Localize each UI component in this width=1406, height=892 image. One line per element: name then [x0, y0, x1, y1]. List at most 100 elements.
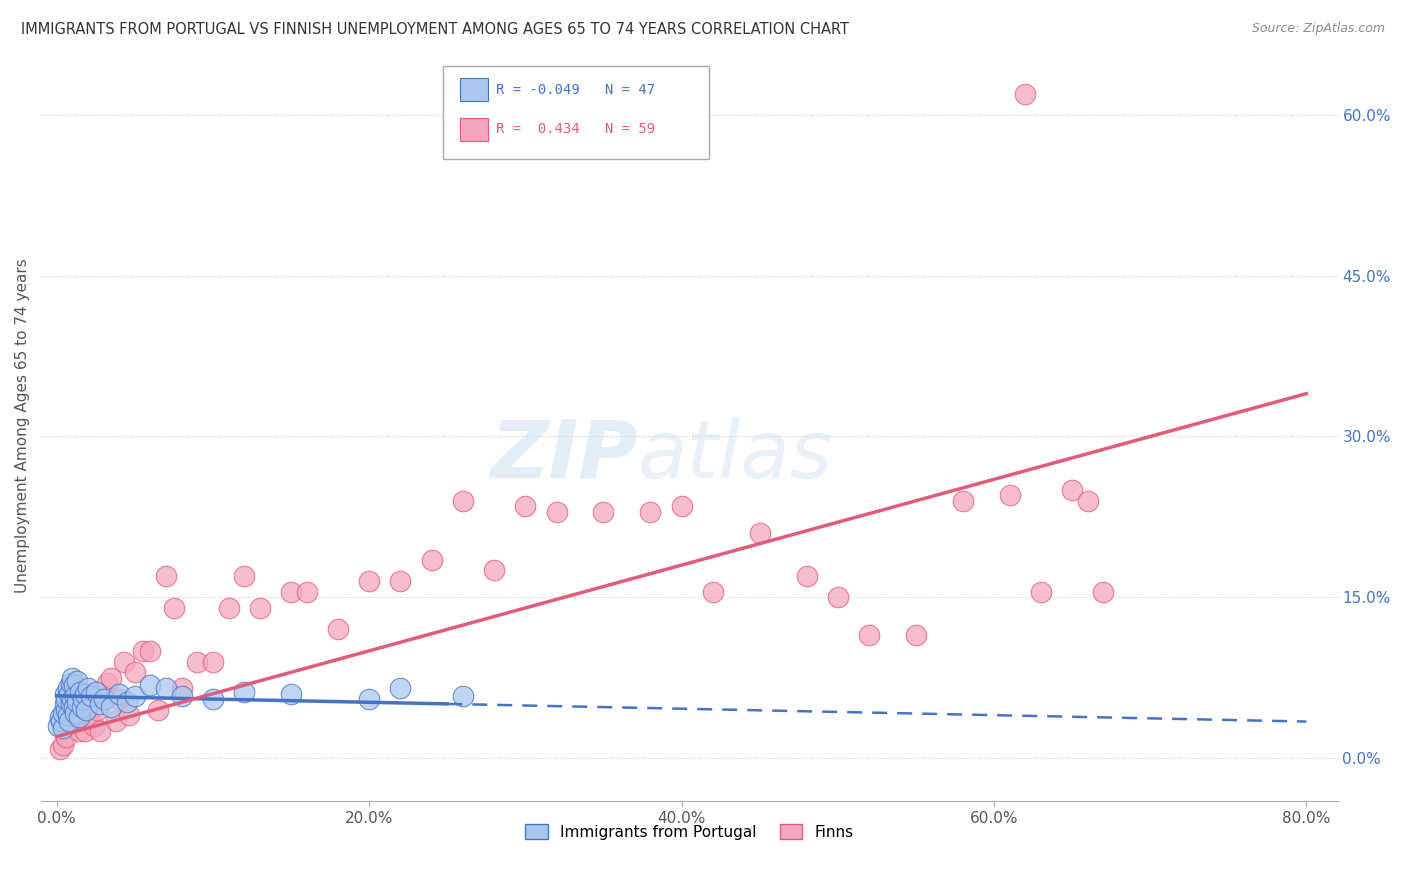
Point — [201, 655, 224, 669]
Text: atlas: atlas — [637, 417, 832, 495]
Point — [58, 687, 80, 701]
Point — [58, 708, 80, 723]
Point — [201, 692, 224, 706]
Point — [827, 591, 849, 605]
Point — [115, 695, 138, 709]
Point — [295, 585, 318, 599]
Point — [112, 655, 135, 669]
Point — [52, 738, 75, 752]
Point — [249, 601, 271, 615]
Point — [53, 687, 76, 701]
Point — [89, 698, 111, 712]
Point — [70, 703, 93, 717]
Point — [49, 710, 72, 724]
Point — [100, 699, 122, 714]
Point — [515, 499, 537, 513]
Text: Source: ZipAtlas.com: Source: ZipAtlas.com — [1251, 22, 1385, 36]
Point — [155, 681, 177, 696]
Point — [389, 681, 412, 696]
Point — [280, 585, 302, 599]
Point — [73, 724, 96, 739]
Point — [77, 681, 100, 696]
Point — [592, 504, 614, 518]
Point — [46, 719, 69, 733]
Point — [60, 698, 83, 712]
Point — [67, 710, 90, 724]
Point — [640, 504, 662, 518]
Text: R = -0.049   N = 47: R = -0.049 N = 47 — [496, 83, 655, 97]
Point — [139, 644, 162, 658]
Point — [389, 574, 412, 589]
Text: IMMIGRANTS FROM PORTUGAL VS FINNISH UNEMPLOYMENT AMONG AGES 65 TO 74 YEARS CORRE: IMMIGRANTS FROM PORTUGAL VS FINNISH UNEM… — [21, 22, 849, 37]
Text: R =  0.434   N = 59: R = 0.434 N = 59 — [496, 122, 655, 136]
Point — [546, 504, 568, 518]
Point — [86, 703, 108, 717]
Point — [170, 689, 193, 703]
Point — [420, 553, 443, 567]
Point — [58, 714, 80, 728]
Point — [56, 681, 79, 696]
Point — [186, 655, 208, 669]
Point — [359, 574, 381, 589]
Point — [66, 695, 89, 709]
Y-axis label: Unemployment Among Ages 65 to 74 years: Unemployment Among Ages 65 to 74 years — [15, 259, 30, 593]
Point — [451, 493, 474, 508]
Point — [1077, 493, 1099, 508]
Point — [93, 687, 115, 701]
Point — [51, 714, 73, 728]
Point — [1014, 87, 1036, 101]
Point — [65, 706, 87, 720]
Point — [1029, 585, 1052, 599]
Point — [451, 689, 474, 703]
Point — [326, 623, 349, 637]
Point — [998, 488, 1021, 502]
FancyBboxPatch shape — [460, 78, 488, 101]
Legend: Immigrants from Portugal, Finns: Immigrants from Portugal, Finns — [519, 818, 860, 846]
Point — [96, 676, 118, 690]
Point — [89, 724, 111, 739]
Point — [52, 706, 75, 720]
Point — [59, 676, 82, 690]
Point — [53, 698, 76, 712]
Point — [67, 724, 90, 739]
Point — [80, 689, 103, 703]
Point — [671, 499, 693, 513]
Point — [858, 628, 880, 642]
Point — [69, 684, 91, 698]
Point — [77, 708, 100, 723]
Point — [170, 681, 193, 696]
Point — [70, 699, 93, 714]
Point — [55, 703, 77, 717]
Point — [49, 742, 72, 756]
Point — [55, 730, 77, 744]
FancyBboxPatch shape — [443, 66, 709, 160]
Point — [75, 703, 97, 717]
Point — [56, 708, 79, 723]
Point — [72, 692, 94, 706]
Point — [148, 703, 170, 717]
Point — [65, 714, 87, 728]
Point — [60, 692, 83, 706]
Point — [233, 569, 256, 583]
Point — [59, 698, 82, 712]
FancyBboxPatch shape — [460, 119, 488, 141]
Point — [1092, 585, 1115, 599]
Point — [702, 585, 724, 599]
Point — [280, 687, 302, 701]
Point — [83, 719, 105, 733]
Point — [155, 569, 177, 583]
Point — [63, 678, 86, 692]
Point — [748, 525, 770, 540]
Point — [65, 689, 87, 703]
Point — [163, 601, 186, 615]
Text: ZIP: ZIP — [491, 417, 637, 495]
Point — [233, 684, 256, 698]
Point — [124, 689, 146, 703]
Point — [131, 644, 153, 658]
Point — [117, 708, 139, 723]
Point — [84, 684, 107, 698]
Point — [63, 699, 86, 714]
Point — [952, 493, 974, 508]
Point — [124, 665, 146, 680]
Point — [73, 687, 96, 701]
